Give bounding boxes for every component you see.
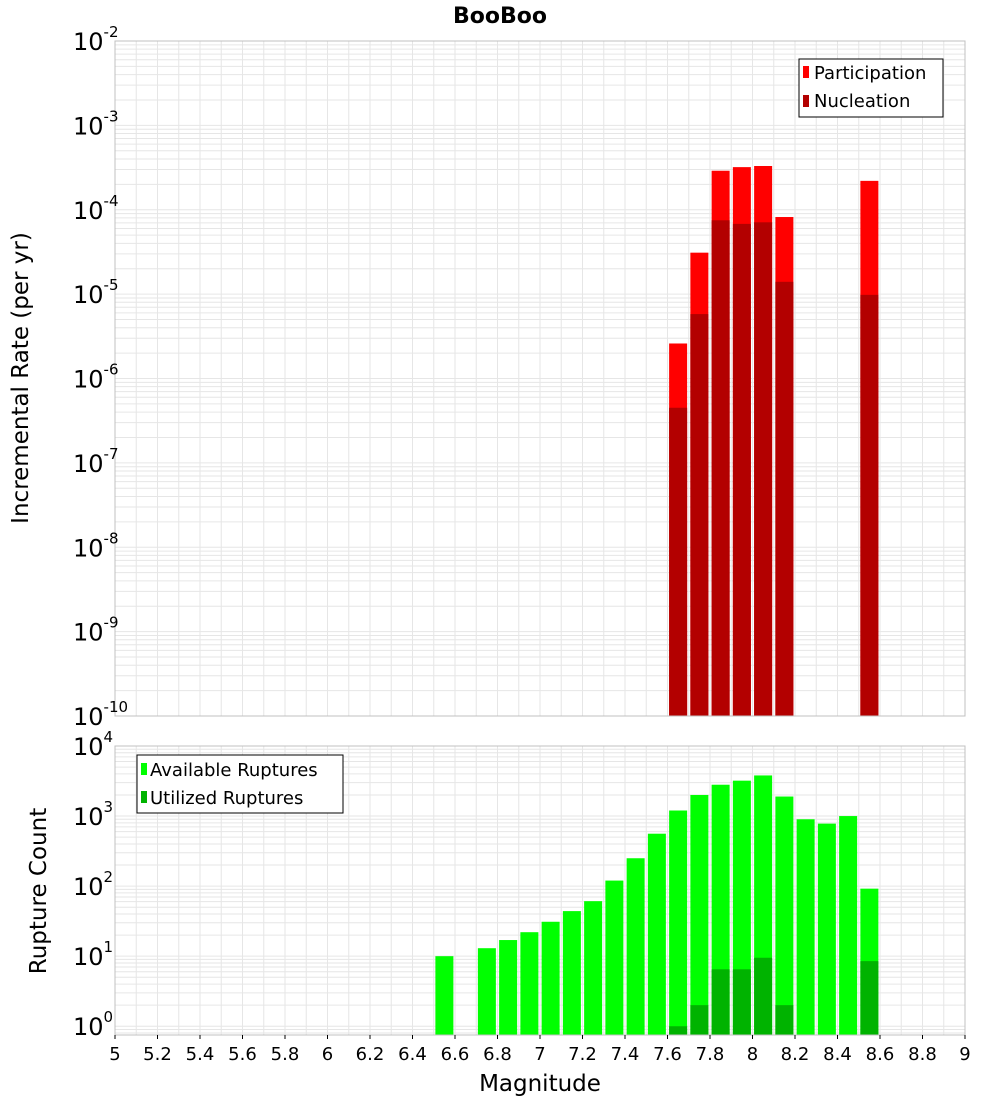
y-tick-label: 100 [73,1008,113,1041]
bottom-bar-available-ruptures [584,901,603,1035]
bottom-y-tick-labels: 100 101 102 103 104 [73,728,113,1041]
top-plot-frame [114,40,966,717]
bottom-bar-available-ruptures [435,956,454,1035]
top-bar-nucleation [732,223,751,716]
x-tick-label: 8.6 [866,1044,895,1065]
x-tick-label: 7.2 [568,1044,597,1065]
y-tick-label: 10-10 [73,698,128,731]
legend-label-nucleation: Nucleation [814,91,910,112]
top-gridlines [114,41,966,717]
x-tick-labels: 5 5.2 5.4 5.6 5.8 6 6.2 6.4 6.6 6.8 7 7.2 7.4 7.6 7.8 8… [109,1035,971,1065]
bottom-bar-utilized-ruptures [732,969,751,1035]
bottom-legend: Available Ruptures Utilized Ruptures [136,754,344,814]
x-tick-label: 7.8 [696,1044,725,1065]
bottom-bar-available-ruptures [541,921,560,1035]
top-bar-nucleation [711,220,730,717]
legend-label-available: Available Ruptures [150,760,318,781]
x-tick-label: 8 [747,1044,758,1065]
bottom-y-axis-label: Rupture Count [26,808,52,974]
legend-swatch-nucleation [803,95,809,107]
x-tick-label: 8.2 [781,1044,810,1065]
legend-swatch-utilized [141,791,147,803]
x-axis-label: Magnitude [479,1071,601,1097]
y-tick-label: 103 [73,798,113,831]
x-tick-label: 7.6 [653,1044,682,1065]
top-bar-nucleation [669,407,688,716]
bottom-bar-available-ruptures [477,948,496,1035]
bottom-bar-utilized-ruptures [775,1005,794,1035]
bottom-bar-available-ruptures [775,796,794,1035]
top-bars [669,166,879,717]
x-tick-label: 5.6 [228,1044,257,1065]
x-tick-label: 6.4 [398,1044,427,1065]
top-legend: Participation Nucleation [798,58,944,118]
top-legend-box [798,58,944,118]
bottom-bar-available-ruptures [499,940,518,1035]
bottom-panel: 100 101 102 103 104 5 5.2 5.4 5.6 5.8 6 6.2 6.4 6.6 6… [26,728,971,1097]
x-tick-label: 8.4 [823,1044,852,1065]
bottom-bar-available-ruptures [626,858,645,1035]
bottom-bar-utilized-ruptures [711,969,730,1035]
bottom-bars [435,775,879,1035]
legend-label-utilized: Utilized Ruptures [150,788,303,809]
x-tick-label: 8.8 [908,1044,937,1065]
bottom-bar-utilized-ruptures [754,957,773,1035]
top-y-axis-label: Incremental Rate (per yr) [8,232,34,524]
bottom-bar-available-ruptures [796,819,815,1035]
x-tick-label: 6.8 [483,1044,512,1065]
x-tick-label: 6 [322,1044,333,1065]
bottom-bar-available-ruptures [817,823,836,1035]
y-tick-label: 104 [73,728,113,761]
legend-swatch-available [141,763,147,775]
x-tick-label: 7.4 [611,1044,640,1065]
y-tick-label: 102 [73,868,113,901]
y-tick-label: 10-7 [73,445,119,478]
x-tick-label: 6.6 [441,1044,470,1065]
bottom-bar-utilized-ruptures [860,961,879,1035]
bottom-bar-available-ruptures [605,880,624,1035]
x-tick-label: 5.8 [271,1044,300,1065]
bottom-legend-box [136,754,344,814]
x-tick-label: 7 [534,1044,545,1065]
bottom-bar-available-ruptures [562,911,581,1035]
x-tick-label: 5.2 [143,1044,172,1065]
y-tick-label: 10-2 [73,23,119,56]
y-tick-label: 10-4 [73,192,119,225]
bottom-bar-available-ruptures [690,794,709,1035]
y-tick-label: 101 [73,938,113,971]
y-tick-label: 10-6 [73,361,119,394]
top-y-tick-labels: 10-10 10-9 10-8 10-7 10-6 10-5 10-4 10-3 10-2 [73,23,128,731]
top-bar-nucleation [860,294,879,716]
x-tick-label: 5.4 [186,1044,215,1065]
legend-label-participation: Participation [814,63,926,84]
bottom-bar-available-ruptures [520,932,539,1035]
bottom-bar-available-ruptures [647,833,666,1035]
top-panel: 10-10 10-9 10-8 10-7 10-6 10-5 10-4 10-3 10-2 In… [8,23,966,731]
y-tick-label: 10-3 [73,107,119,140]
bottom-bar-available-ruptures [669,810,688,1035]
x-tick-label: 5 [109,1044,120,1065]
x-tick-label: 6.2 [356,1044,385,1065]
y-tick-label: 10-5 [73,276,119,309]
legend-swatch-participation [803,66,809,78]
top-bar-nucleation [775,281,794,716]
y-tick-label: 10-9 [73,614,119,647]
y-tick-label: 10-8 [73,529,119,562]
top-bar-nucleation [754,222,773,716]
bottom-bar-utilized-ruptures [669,1026,688,1035]
chart-title: BooBoo [453,4,547,29]
top-bar-nucleation [690,314,709,716]
x-tick-label: 9 [959,1044,970,1065]
bottom-bar-utilized-ruptures [690,1005,709,1035]
bottom-bar-available-ruptures [839,816,858,1035]
